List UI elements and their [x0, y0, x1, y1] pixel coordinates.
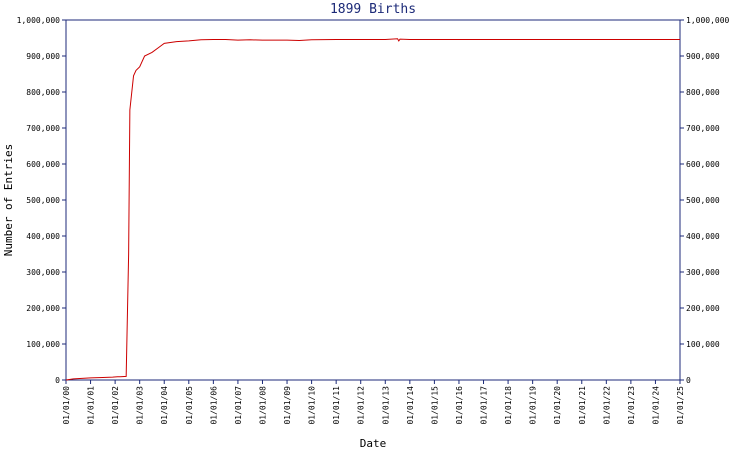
x-tick-label: 01/01/20	[553, 386, 562, 425]
y-tick-label-left: 300,000	[26, 268, 60, 277]
x-tick-label: 01/01/24	[651, 386, 660, 425]
x-tick-label: 01/01/21	[578, 386, 587, 425]
x-tick-label: 01/01/08	[258, 386, 267, 425]
y-tick-label-left: 200,000	[26, 304, 60, 313]
y-tick-label-right: 700,000	[686, 124, 720, 133]
y-tick-label-left: 400,000	[26, 232, 60, 241]
plot-frame	[65, 19, 681, 381]
y-tick-label-left: 800,000	[26, 88, 60, 97]
y-axis-right: 0 100,000 200,000 300,000 400,000 500,000 600,…	[680, 16, 730, 385]
x-tick-label: 01/01/09	[283, 386, 292, 425]
x-tick-label: 01/01/10	[308, 386, 317, 425]
y-axis-label: Number of Entries	[2, 144, 15, 257]
y-tick-label-right: 600,000	[686, 160, 720, 169]
x-tick-label: 01/01/00	[62, 386, 71, 425]
y-axis-left: 0 100,000 200,000 300,000 400,000 500,000 600,…	[17, 16, 66, 385]
x-tick-label: 01/01/18	[504, 386, 513, 425]
y-tick-label-right: 200,000	[686, 304, 720, 313]
y-tick-label-left: 0	[55, 376, 60, 385]
y-tick-label-left: 100,000	[26, 340, 60, 349]
x-tick-label: 01/01/17	[480, 386, 489, 425]
x-tick-label: 01/01/04	[160, 386, 169, 425]
y-tick-label-right: 300,000	[686, 268, 720, 277]
series-line	[65, 38, 680, 381]
x-tick-label: 01/01/14	[406, 386, 415, 425]
x-tick-label: 01/01/19	[529, 386, 538, 425]
x-tick-label: 01/01/12	[357, 386, 366, 425]
y-tick-label-left: 1,000,000	[17, 16, 61, 25]
y-tick-label-right: 100,000	[686, 340, 720, 349]
y-tick-label-right: 0	[686, 376, 691, 385]
x-axis-label: Date	[360, 437, 387, 450]
x-axis: 01/01/00 01/01/01 01/01/02 01/01/03 01/01/04…	[62, 380, 685, 425]
y-tick-label-right: 1,000,000	[686, 16, 730, 25]
y-tick-label-right: 900,000	[686, 52, 720, 61]
x-tick-label: 01/01/07	[234, 386, 243, 425]
x-tick-label: 01/01/22	[602, 386, 611, 425]
x-tick-label: 01/01/01	[87, 386, 96, 425]
x-tick-label: 01/01/05	[185, 386, 194, 425]
y-tick-label-left: 700,000	[26, 124, 60, 133]
x-tick-label: 01/01/23	[627, 386, 636, 425]
x-tick-label: 01/01/25	[676, 386, 685, 425]
y-tick-label-right: 400,000	[686, 232, 720, 241]
x-tick-label: 01/01/03	[136, 386, 145, 425]
x-tick-label: 01/01/16	[455, 386, 464, 425]
y-tick-label-left: 600,000	[26, 160, 60, 169]
x-tick-label: 01/01/11	[332, 386, 341, 425]
x-tick-label: 01/01/13	[381, 386, 390, 425]
x-tick-label: 01/01/06	[209, 386, 218, 425]
y-tick-label-right: 800,000	[686, 88, 720, 97]
y-tick-label-right: 500,000	[686, 196, 720, 205]
chart-title: 1899 Births	[330, 2, 416, 17]
y-tick-label-left: 900,000	[26, 52, 60, 61]
y-tick-label-left: 500,000	[26, 196, 60, 205]
x-tick-label: 01/01/15	[430, 386, 439, 425]
x-tick-label: 01/01/02	[111, 386, 120, 425]
